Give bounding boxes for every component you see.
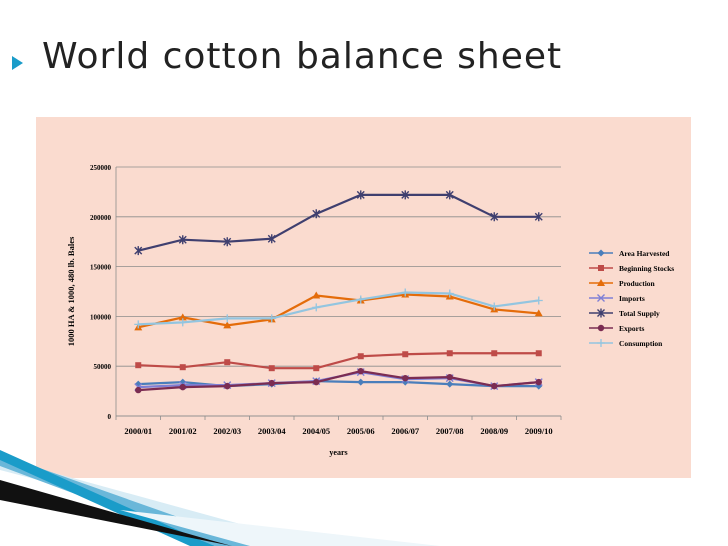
data-point-total-supply — [490, 212, 499, 222]
data-point-exports — [402, 374, 409, 382]
x-tick-label: 2002/03 — [213, 426, 241, 436]
line-chart: 0 50000 100000 150000 200000 250000 2000/01 200… — [66, 164, 674, 457]
y-tick-label: 150000 — [90, 264, 112, 272]
data-point-consumption — [534, 296, 543, 305]
data-point-exports — [535, 378, 542, 386]
data-point-total-supply — [356, 190, 365, 200]
series-line-consumption — [138, 291, 539, 326]
legend-label-beginning-stocks: Beginning Stocks — [619, 264, 674, 273]
data-point-consumption — [401, 288, 410, 297]
slide-title: World cotton balance sheet — [42, 36, 563, 77]
x-tick-label: 2004/05 — [302, 426, 330, 436]
x-tick-label: 2000/01 — [124, 426, 152, 436]
data-point-total-supply — [401, 190, 410, 200]
data-point-beginning-stocks — [268, 365, 275, 372]
data-point-consumption — [356, 295, 365, 304]
data-point-exports — [357, 367, 364, 375]
data-point-exports — [491, 382, 498, 390]
data-point-exports — [313, 378, 320, 386]
data-point-beginning-stocks — [402, 351, 409, 358]
data-point-exports — [446, 373, 453, 381]
legend-label-production: Production — [619, 279, 656, 288]
legend-label-imports: Imports — [619, 294, 645, 303]
data-point-total-supply — [223, 237, 232, 247]
data-point-total-supply — [134, 246, 143, 256]
data-point-total-supply — [534, 212, 543, 222]
data-point-total-supply — [267, 234, 276, 244]
data-point-beginning-stocks — [446, 350, 453, 357]
title-bullet-icon — [12, 56, 23, 70]
data-point-total-supply — [445, 190, 454, 200]
x-tick-label: 2005/06 — [347, 426, 375, 436]
data-point-exports — [135, 386, 142, 394]
data-point-total-supply — [178, 235, 187, 245]
data-point-consumption — [134, 320, 143, 329]
y-tick-label: 250000 — [90, 164, 112, 172]
legend-marker-imports — [597, 294, 605, 302]
y-axis-title: 1000 HA & 1000, 480 lb. Bales — [66, 236, 76, 346]
x-tick-label: 2001/02 — [169, 426, 197, 436]
data-point-beginning-stocks — [135, 362, 142, 369]
data-point-beginning-stocks — [535, 350, 542, 357]
series-line-production — [138, 293, 539, 329]
series-line-total-supply — [137, 193, 539, 252]
x-tick-label: 2003/04 — [258, 426, 287, 436]
x-axis-title: years — [329, 448, 347, 457]
y-tick-label: 200000 — [90, 214, 112, 222]
x-tick-label: 2007/08 — [436, 426, 464, 436]
legend-label-area-harvested: Area Harvested — [619, 249, 670, 258]
data-point-consumption — [267, 314, 276, 323]
data-point-production — [312, 291, 321, 299]
x-tick-label: 2009/10 — [525, 426, 553, 436]
data-point-area-harvested — [446, 380, 454, 388]
legend-marker-total-supply — [597, 308, 605, 318]
data-point-consumption — [490, 302, 499, 311]
legend-marker-consumption — [597, 339, 605, 347]
legend-label-total-supply: Total Supply — [619, 309, 660, 318]
legend-marker-production — [597, 279, 605, 286]
data-point-production — [534, 309, 543, 317]
data-point-beginning-stocks — [313, 365, 320, 372]
y-tick-label: 50000 — [94, 363, 112, 371]
data-point-exports — [268, 379, 275, 387]
data-point-total-supply — [312, 209, 321, 219]
x-tick-label: 2008/09 — [480, 426, 508, 436]
y-tick-label: 100000 — [90, 313, 112, 321]
series-line-exports — [138, 370, 539, 392]
data-point-beginning-stocks — [491, 350, 498, 357]
data-point-exports — [224, 382, 231, 390]
decorative-swoosh — [0, 450, 440, 546]
legend-label-exports: Exports — [619, 324, 645, 333]
legend-label-consumption: Consumption — [619, 339, 663, 348]
data-point-consumption — [178, 318, 187, 327]
data-point-exports — [179, 383, 186, 391]
chart-panel: 0 50000 100000 150000 200000 250000 2000/01 200… — [36, 117, 691, 478]
data-point-beginning-stocks — [179, 364, 186, 371]
data-point-consumption — [223, 314, 232, 323]
y-tick-label: 0 — [108, 413, 112, 421]
x-tick-label: 2006/07 — [391, 426, 420, 436]
data-point-production — [178, 313, 187, 321]
legend-marker-area-harvested — [597, 249, 605, 257]
data-point-production — [223, 321, 232, 329]
data-point-consumption — [445, 289, 454, 298]
legend-marker-exports — [597, 324, 605, 332]
data-point-consumption — [312, 303, 321, 312]
data-point-beginning-stocks — [224, 359, 231, 366]
data-point-area-harvested — [357, 378, 365, 386]
data-point-beginning-stocks — [357, 353, 364, 360]
series-line-beginning-stocks — [138, 352, 539, 370]
legend-marker-beginning-stocks — [598, 265, 604, 271]
